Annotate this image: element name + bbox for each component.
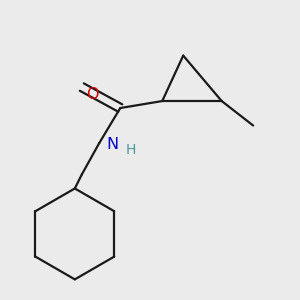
Text: H: H (125, 143, 136, 157)
Text: N: N (107, 136, 119, 152)
Text: O: O (86, 87, 98, 102)
